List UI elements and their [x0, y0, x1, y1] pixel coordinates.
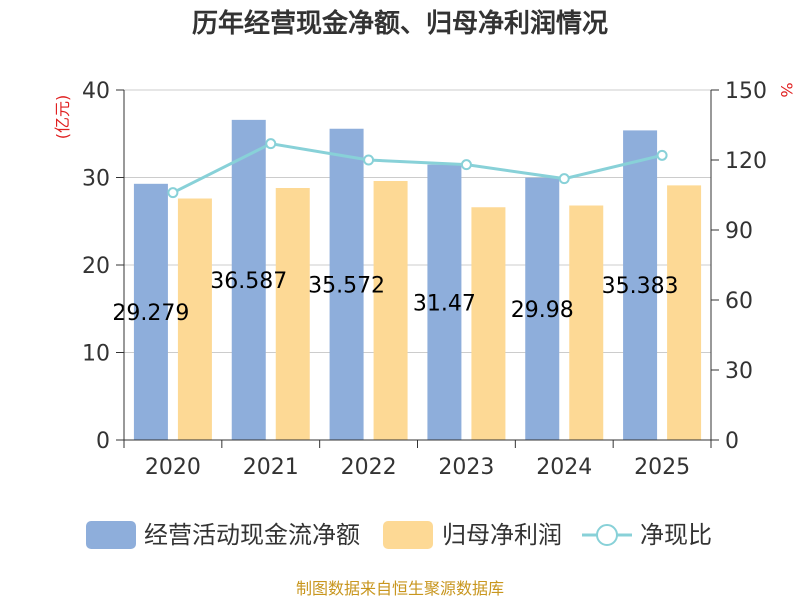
legend-item-ratio[interactable]: 净现比 [582, 521, 712, 549]
ratio-point [363, 154, 375, 166]
right-axis-unit: % [777, 82, 796, 97]
bar-labels: 29.279 36.587 35.572 31.47 29.98 35.383 [112, 269, 678, 326]
legend-item-cashflow[interactable]: 经营活动现金流净额 [86, 521, 360, 549]
legend-swatch-cashflow [86, 521, 136, 549]
bar-net-profit [569, 205, 604, 440]
ratio-point [265, 138, 277, 150]
right-tick-label: 0 [725, 429, 739, 454]
right-tick-label: 150 [725, 79, 767, 104]
left-tick-label: 20 [82, 254, 110, 279]
bar-label-cashflow: 35.383 [602, 274, 679, 299]
ratio-point [460, 159, 472, 171]
bar-cashflow [623, 130, 658, 440]
bar-net-profit [471, 207, 506, 440]
left-axis-unit: (亿元) [53, 95, 72, 140]
ratio-line-path [172, 142, 663, 195]
bar-label-cashflow: 31.47 [413, 291, 476, 316]
x-tick-label: 2024 [536, 455, 592, 480]
right-tick-label: 90 [725, 219, 753, 244]
ratio-line [167, 138, 668, 199]
bar-cashflow [133, 183, 168, 440]
bar-cashflow [525, 177, 560, 441]
gridlines [124, 89, 711, 353]
x-tick-label: 2025 [634, 455, 690, 480]
left-tick-label: 40 [82, 79, 110, 104]
legend-swatch-net-profit [383, 521, 433, 549]
legend-marker-ratio [596, 524, 618, 546]
x-tick-label: 2023 [438, 455, 494, 480]
data-source: 制图数据来自恒生聚源数据库 [296, 579, 504, 598]
legend-label-cashflow: 经营活动现金流净额 [144, 521, 360, 549]
legend-label-net-profit: 归母净利润 [442, 521, 562, 549]
chart-title: 历年经营现金净额、归母净利润情况 [192, 8, 608, 39]
bar-label-cashflow: 29.98 [511, 298, 574, 323]
bar-cashflow [427, 164, 462, 440]
bar-cashflow [329, 128, 364, 440]
bars [133, 119, 702, 441]
bar-net-profit [275, 188, 310, 440]
left-tick-label: 0 [96, 429, 110, 454]
x-tick-label: 2020 [145, 455, 201, 480]
bar-net-profit [373, 181, 408, 440]
ratio-point [558, 173, 570, 185]
bar-net-profit [177, 198, 212, 440]
bar-cashflow [231, 119, 266, 441]
ratio-point [167, 187, 179, 199]
bar-label-cashflow: 35.572 [308, 273, 385, 298]
left-axis-ticks: 0 10 20 30 40 [82, 79, 124, 454]
right-tick-label: 60 [725, 289, 753, 314]
right-tick-label: 120 [725, 149, 767, 174]
right-tick-label: 30 [725, 359, 753, 384]
left-tick-label: 30 [82, 167, 110, 192]
legend-label-ratio: 净现比 [640, 521, 712, 549]
ratio-point [656, 149, 668, 161]
legend-item-net-profit[interactable]: 归母净利润 [383, 521, 562, 549]
left-tick-label: 10 [82, 342, 110, 367]
x-tick-label: 2021 [243, 455, 299, 480]
legend: 经营活动现金流净额 归母净利润 净现比 [86, 521, 712, 549]
x-tick-label: 2022 [341, 455, 397, 480]
x-axis-ticks: 2020 2021 2022 2023 2024 2025 [123, 440, 712, 480]
bar-label-cashflow: 36.587 [210, 269, 287, 294]
bar-label-cashflow: 29.279 [112, 301, 189, 326]
right-axis-ticks: 0 30 60 90 120 150 [711, 79, 767, 454]
bar-net-profit [667, 185, 702, 440]
